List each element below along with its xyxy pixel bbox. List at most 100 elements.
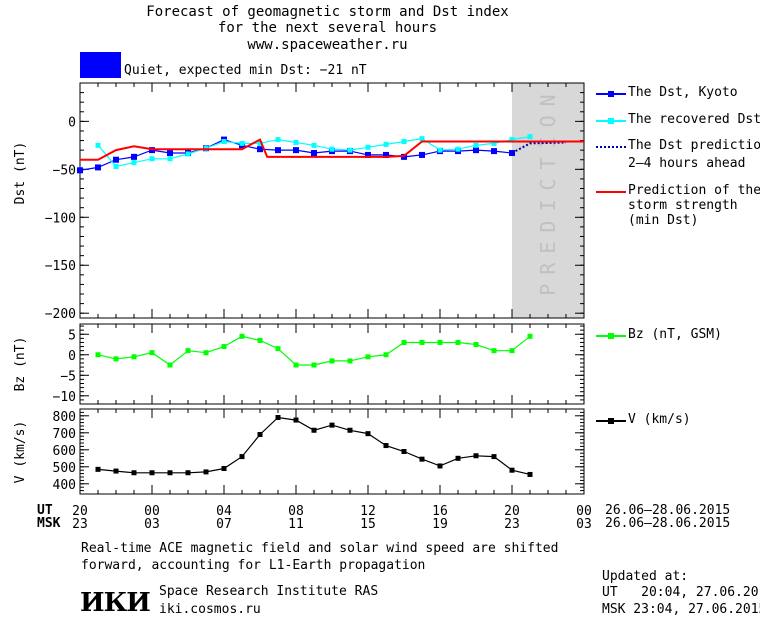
data-point-dst-1 [509,137,515,143]
series-line-dst-2 [511,141,567,154]
y-tick-label: 500 [53,461,76,476]
data-point-bz-0 [437,339,443,345]
ut-tick-label: 20 [504,504,520,519]
iki-logo: ИКИ [80,588,151,618]
data-point-dst-0 [311,150,317,157]
legend-dst-prediction-label-1: The Dst prediction [628,138,760,153]
y-tick-label: 600 [53,444,76,459]
data-point-v-0 [437,463,443,469]
data-point-bz-0 [509,348,515,354]
data-point-bz-0 [131,354,137,360]
data-point-dst-1 [221,139,227,145]
ut-tick-label: 16 [432,504,448,519]
chart-title-line-1: Forecast of geomagnetic storm and Dst in… [146,4,509,20]
data-point-bz-0 [113,356,119,362]
y-tick-label: −10 [53,390,76,405]
legend-v-label: V (km/s) [628,412,691,427]
y-tick-label: −150 [45,259,76,274]
y-tick-label: −50 [53,163,76,178]
data-point-v-0 [293,417,299,423]
data-point-bz-0 [149,350,155,356]
series-line-dst-3 [80,138,584,161]
data-point-dst-1 [527,134,533,140]
y-axis-label-dst: Dst (nT) [13,142,28,205]
legend-dst-recovered-symbol-marker [608,118,614,124]
status-text: Quiet, expected min Dst: −21 nT [124,63,367,78]
legend-dst-kyoto-symbol-marker [608,91,614,97]
ut-tick-label: 12 [360,504,376,519]
data-point-v-0 [347,427,353,433]
data-point-v-0 [473,453,479,459]
data-point-dst-1 [455,146,461,152]
data-point-v-0 [527,471,533,477]
data-point-dst-1 [329,146,335,152]
updated-msk: MSK 23:04, 27.06.2015 [602,602,760,617]
data-point-dst-1 [113,163,119,169]
data-point-dst-1 [437,147,443,153]
ut-tick-label: 08 [288,504,304,519]
data-point-dst-1 [167,156,173,162]
ut-tick-label: 00 [144,504,160,519]
data-point-bz-0 [329,358,335,364]
data-point-bz-0 [257,337,263,343]
data-point-bz-0 [527,333,533,339]
ut-axis-label: UT [37,503,53,518]
data-point-bz-0 [185,348,191,354]
legend-dst-prediction-label-2: 2–4 hours ahead [628,156,746,171]
data-point-dst-0 [257,146,263,153]
panel-frame-dst [79,82,585,319]
data-point-bz-0 [293,362,299,368]
y-tick-label: 0 [68,349,76,364]
data-point-v-0 [95,466,101,472]
footnote-line-1: Real-time ACE magnetic field and solar w… [81,541,559,556]
data-point-dst-1 [347,147,353,153]
institute-name: Space Research Institute RAS [159,584,379,599]
data-point-v-0 [419,456,425,462]
legend-storm-label-3: (min Dst) [628,213,699,228]
ut-date-range: 26.06–28.06.2015 [605,503,731,518]
ut-tick-label: 04 [216,504,232,519]
legend-storm-label-2: storm strength [628,198,738,213]
chart-title-line-2: for the next several hours [217,20,438,36]
y-tick-label: −200 [45,307,76,322]
data-point-v-0 [383,443,389,449]
data-point-dst-0 [293,147,299,154]
data-point-bz-0 [401,339,407,345]
data-point-dst-0 [275,147,281,154]
data-point-v-0 [365,431,371,437]
data-point-dst-1 [473,142,479,148]
data-point-dst-0 [95,164,101,171]
y-tick-label: −5 [60,369,76,384]
data-point-dst-1 [419,136,425,142]
data-point-dst-0 [473,147,479,154]
msk-tick-label: 23 [504,517,520,532]
data-point-v-0 [185,470,191,476]
data-point-bz-0 [275,346,281,352]
data-point-dst-1 [239,140,245,146]
data-point-v-0 [203,469,209,475]
data-point-dst-0 [509,150,515,157]
y-axis-label-v: V (km/s) [13,421,28,484]
msk-tick-label: 07 [216,517,232,532]
data-point-v-0 [257,432,263,437]
data-point-dst-1 [95,142,101,148]
msk-tick-label: 03 [144,517,160,532]
data-point-dst-1 [149,156,155,162]
y-tick-label: 700 [53,427,76,442]
data-point-v-0 [113,468,119,474]
prediction-label: PREDICTION [536,85,560,295]
data-point-bz-0 [203,350,209,356]
data-point-dst-1 [275,137,281,143]
legend-bz-symbol-marker [608,333,614,339]
msk-tick-label: 03 [576,517,592,532]
data-point-v-0 [491,454,497,460]
msk-date-range: 26.06–28.06.2015 [605,516,731,531]
data-point-dst-0 [365,151,371,158]
footnote-line-2: forward, accounting for L1-Earth propaga… [81,558,426,573]
data-point-dst-1 [491,140,497,146]
data-point-dst-0 [113,156,119,163]
data-point-bz-0 [221,344,227,350]
y-tick-label: −100 [45,211,76,226]
data-point-dst-1 [401,139,407,145]
